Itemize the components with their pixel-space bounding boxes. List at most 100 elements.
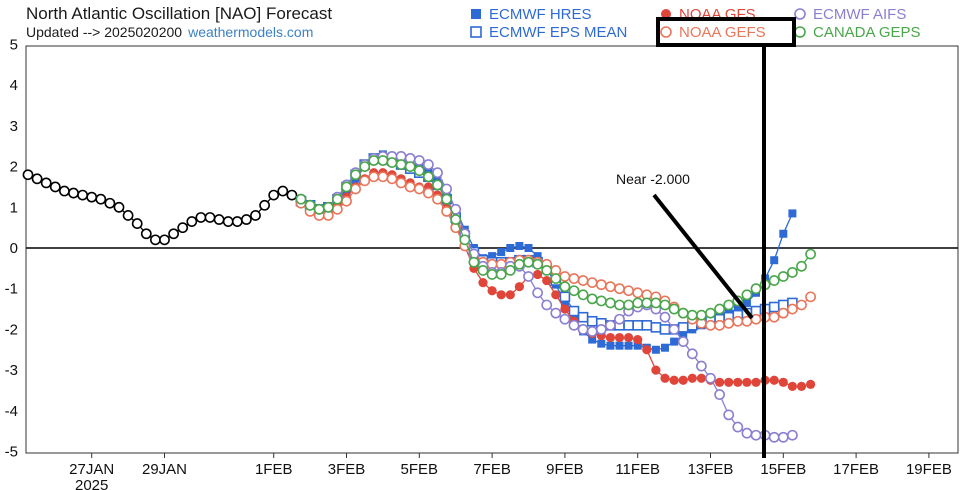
data-point <box>661 343 669 352</box>
data-point <box>550 273 562 284</box>
data-point <box>623 299 634 311</box>
series-layer <box>22 150 816 443</box>
legend-item-hres: ECMWF HRES <box>471 6 592 23</box>
data-point <box>568 305 580 317</box>
data-point <box>650 322 662 333</box>
data-point <box>359 175 371 187</box>
chart-subtitle: Updated --> 2025020200 weathermodels.com <box>26 24 313 40</box>
data-point <box>559 281 571 293</box>
data-point <box>779 229 788 238</box>
series-aifs <box>295 151 798 443</box>
x-tick-label: 17FEB <box>833 461 879 478</box>
data-point <box>741 289 753 301</box>
legend-label: ECMWF AIFS <box>813 6 906 23</box>
data-point <box>533 269 543 280</box>
x-tick-label: 11FEB <box>615 461 660 478</box>
series-obs <box>22 169 307 246</box>
data-point <box>768 275 780 286</box>
data-point <box>768 431 780 443</box>
data-point <box>177 222 189 234</box>
data-point <box>441 205 452 217</box>
x-tick-label: 5FEB <box>401 461 439 478</box>
y-tick-label: 2 <box>10 159 18 176</box>
data-point <box>588 335 597 344</box>
data-point <box>413 155 425 166</box>
data-point <box>577 275 589 286</box>
data-point <box>140 228 152 240</box>
data-point <box>606 341 615 350</box>
data-point <box>677 307 689 319</box>
data-point <box>560 304 570 314</box>
data-point <box>331 203 343 215</box>
data-point <box>350 169 361 181</box>
data-point <box>49 181 61 193</box>
data-point <box>496 290 506 300</box>
data-point <box>686 348 698 360</box>
data-point <box>386 157 398 168</box>
data-point <box>595 295 607 307</box>
data-point <box>468 256 480 268</box>
data-point <box>670 337 679 346</box>
y-tick-label: 1 <box>10 199 18 216</box>
data-point <box>768 311 780 323</box>
data-point <box>95 193 107 205</box>
data-point <box>623 285 634 297</box>
data-point <box>542 275 552 286</box>
data-point <box>504 264 516 276</box>
data-point <box>331 193 343 205</box>
data-point <box>313 203 325 215</box>
data-point <box>705 319 716 331</box>
data-point <box>632 297 644 309</box>
data-point <box>568 285 580 297</box>
data-point <box>732 315 744 327</box>
data-point <box>268 189 280 201</box>
data-point <box>413 183 425 195</box>
data-point <box>597 339 606 348</box>
data-point <box>432 179 443 191</box>
data-point <box>778 377 788 387</box>
x-tick-label: 13FEB <box>688 461 734 478</box>
data-point <box>486 269 498 280</box>
data-point <box>477 264 489 276</box>
data-point <box>668 303 680 315</box>
data-point <box>787 429 798 441</box>
data-point <box>733 305 742 314</box>
x-tick-label: 19FEB <box>906 461 952 478</box>
x-year-label: 2025 <box>75 477 108 490</box>
data-point <box>104 197 116 209</box>
data-point <box>595 279 607 291</box>
data-point <box>568 319 580 331</box>
data-point <box>723 409 735 421</box>
data-point <box>633 341 642 350</box>
data-point <box>796 299 807 311</box>
data-point <box>614 299 625 311</box>
data-point <box>515 241 524 250</box>
data-point <box>514 258 525 270</box>
plot-frame <box>25 45 959 454</box>
y-tick-label: 0 <box>10 240 18 257</box>
series-geps <box>295 155 816 321</box>
data-point <box>195 212 207 223</box>
data-point <box>250 210 261 221</box>
data-point <box>615 341 624 350</box>
data-point <box>59 185 70 197</box>
data-point <box>787 303 798 315</box>
data-point <box>113 201 125 213</box>
data-point <box>541 264 553 276</box>
data-point <box>86 191 98 203</box>
data-point <box>642 345 652 355</box>
x-tick-label: 7FEB <box>473 461 511 478</box>
x-tick-label: 1FEB <box>255 461 293 478</box>
data-point <box>742 298 751 307</box>
data-point <box>341 181 352 193</box>
data-point <box>131 218 143 229</box>
data-point <box>404 181 416 193</box>
data-point <box>605 332 616 343</box>
data-point <box>478 277 488 288</box>
data-point <box>705 372 716 384</box>
data-point <box>751 377 761 387</box>
x-tick-label: 27JAN <box>69 461 114 478</box>
data-point <box>277 185 289 197</box>
legend-item-geps: CANADA GEPS <box>794 24 921 41</box>
data-point <box>723 317 735 329</box>
